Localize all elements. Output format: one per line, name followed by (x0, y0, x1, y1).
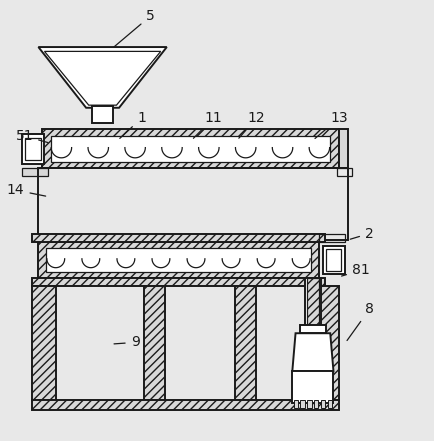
Bar (32, 285, 56, 400)
Bar (21, 134, 44, 164)
Bar (50, 135, 329, 162)
Bar (37, 242, 319, 278)
Polygon shape (38, 47, 166, 108)
Bar (37, 168, 347, 240)
Bar (314, 285, 338, 400)
Bar (313, 400, 318, 408)
Bar (336, 168, 351, 176)
Bar (42, 130, 338, 168)
Bar (293, 400, 297, 408)
Text: 51: 51 (16, 129, 48, 143)
Bar (304, 278, 320, 329)
Text: 81: 81 (341, 263, 369, 277)
Bar (320, 400, 325, 408)
Bar (326, 249, 340, 271)
Bar (46, 248, 310, 272)
Text: 2: 2 (349, 227, 373, 240)
Bar (32, 278, 324, 285)
Bar (235, 285, 256, 400)
Bar (292, 371, 333, 403)
Bar (144, 285, 164, 400)
Bar (300, 400, 304, 408)
Text: 1: 1 (119, 111, 146, 138)
Polygon shape (292, 333, 333, 371)
Bar (322, 246, 344, 274)
Bar (306, 278, 318, 329)
Text: 12: 12 (238, 111, 265, 138)
Bar (319, 234, 345, 242)
Bar (32, 400, 338, 410)
Text: 9: 9 (114, 336, 139, 349)
Text: 5: 5 (113, 9, 155, 48)
Bar (299, 325, 325, 333)
Bar (338, 130, 347, 168)
Text: 14: 14 (7, 183, 46, 197)
Bar (32, 234, 324, 242)
Bar (25, 138, 40, 160)
Bar (21, 168, 48, 176)
Bar (327, 400, 332, 408)
Text: 11: 11 (193, 111, 221, 138)
Bar (306, 400, 311, 408)
Bar (92, 105, 113, 123)
Text: 8: 8 (346, 303, 373, 340)
Text: 13: 13 (314, 111, 347, 138)
